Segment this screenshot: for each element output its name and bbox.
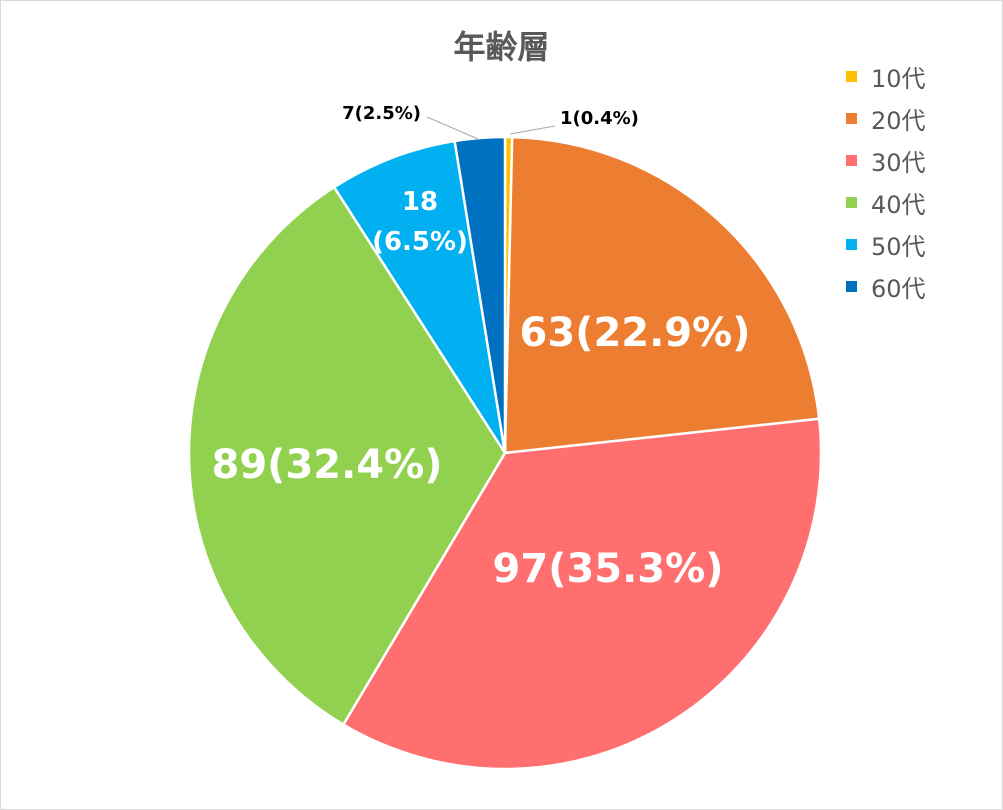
legend-item-3: 30代: [846, 139, 926, 181]
legend-item-6: 60代: [846, 265, 926, 307]
pie-slice-6: [453, 135, 507, 454]
pie-slice-2: [503, 135, 821, 455]
data-label-2: 63(22.9%): [520, 310, 751, 356]
legend-label: 40代: [871, 190, 926, 219]
leader-line-1: [509, 125, 556, 135]
legend-item-2: 20代: [846, 97, 926, 139]
legend-label: 10代: [871, 64, 926, 93]
legend-item-1: 10代: [846, 55, 926, 97]
legend-swatch: [846, 70, 857, 82]
legend-swatch: [846, 280, 857, 292]
pie-slice-3: [341, 417, 823, 771]
legend-swatch: [846, 154, 857, 166]
legend: 10代 20代 30代 40代 50代 60代: [846, 55, 926, 307]
data-label-6: 7(2.5%): [342, 103, 421, 124]
legend-swatch: [846, 196, 857, 208]
legend-label: 30代: [871, 148, 926, 177]
pie-slice-5: [332, 139, 507, 454]
legend-swatch: [846, 112, 857, 124]
pie-slice-4: [187, 185, 507, 727]
legend-item-5: 50代: [846, 223, 926, 265]
data-label-3: 97(35.3%): [493, 546, 724, 592]
legend-item-4: 40代: [846, 181, 926, 223]
data-label-5: 18 (6.5%): [372, 187, 468, 257]
legend-label: 20代: [871, 106, 926, 135]
legend-label: 50代: [871, 232, 926, 261]
data-label-4: 89(32.4%): [212, 442, 443, 488]
data-label-1: 1(0.4%): [560, 108, 639, 129]
leader-line-6: [426, 116, 479, 140]
legend-swatch: [846, 238, 857, 250]
legend-label: 60代: [871, 274, 926, 303]
chart-title: 年齢層: [453, 28, 550, 66]
